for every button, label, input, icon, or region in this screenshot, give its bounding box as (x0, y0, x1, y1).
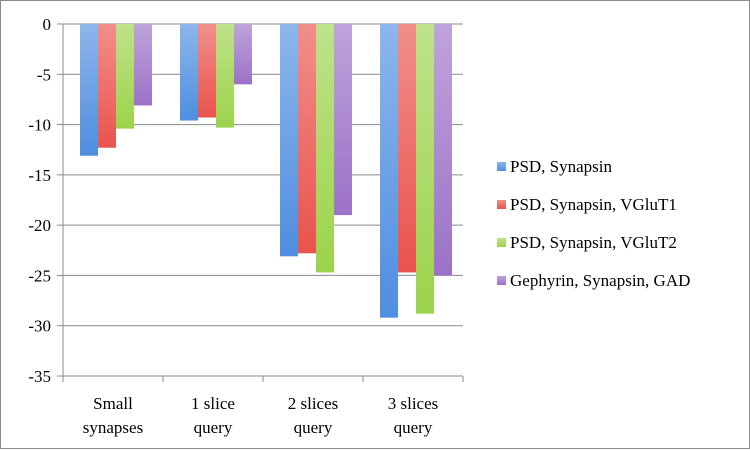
bar (198, 24, 216, 118)
legend-label: Gephyrin, Synapsin, GAD (510, 271, 690, 290)
x-category-label: 1 slice (191, 394, 235, 413)
x-category-label: query (394, 418, 433, 437)
bar (98, 24, 116, 148)
y-tick-labels: 0 -5 -10 -15 -20 -25 -30 -35 (28, 15, 51, 386)
y-tick-label: -20 (28, 216, 51, 235)
bar (134, 24, 152, 106)
x-category-label: query (194, 418, 233, 437)
legend-swatch (497, 162, 506, 171)
legend-swatch (497, 276, 506, 285)
bar (398, 24, 416, 273)
x-category-label: Small (93, 394, 133, 413)
bar (434, 24, 452, 276)
y-tick-label: 0 (43, 15, 52, 34)
legend: PSD, Synapsin PSD, Synapsin, VGluT1 PSD, S… (497, 157, 690, 290)
bars (80, 24, 452, 318)
y-tick-label: -25 (28, 266, 51, 285)
x-category-label: 2 slices (288, 394, 339, 413)
bar (116, 24, 134, 129)
y-tick-label: -10 (28, 116, 51, 135)
axes (57, 23, 464, 382)
y-tick-label: -15 (28, 166, 51, 185)
bar (298, 24, 316, 254)
x-category-label: synapses (83, 418, 143, 437)
bar (380, 24, 398, 318)
legend-label: PSD, Synapsin, VGluT1 (510, 195, 677, 214)
legend-label: PSD, Synapsin (510, 157, 613, 176)
legend-label: PSD, Synapsin, VGluT2 (510, 233, 677, 252)
y-tick-label: -35 (28, 367, 51, 386)
bar (316, 24, 334, 273)
legend-swatch (497, 200, 506, 209)
bar (80, 24, 98, 156)
bar (180, 24, 198, 121)
bar (416, 24, 434, 314)
bar (280, 24, 298, 257)
y-tick-label: -5 (37, 65, 51, 84)
bar (334, 24, 352, 216)
x-category-label: query (294, 418, 333, 437)
x-category-labels: Small synapses 1 slice query 2 slices query 3 … (83, 394, 438, 437)
x-category-label: 3 slices (388, 394, 439, 413)
bar (234, 24, 252, 85)
legend-swatch (497, 238, 506, 247)
y-tick-label: -30 (28, 317, 51, 336)
bar (216, 24, 234, 128)
